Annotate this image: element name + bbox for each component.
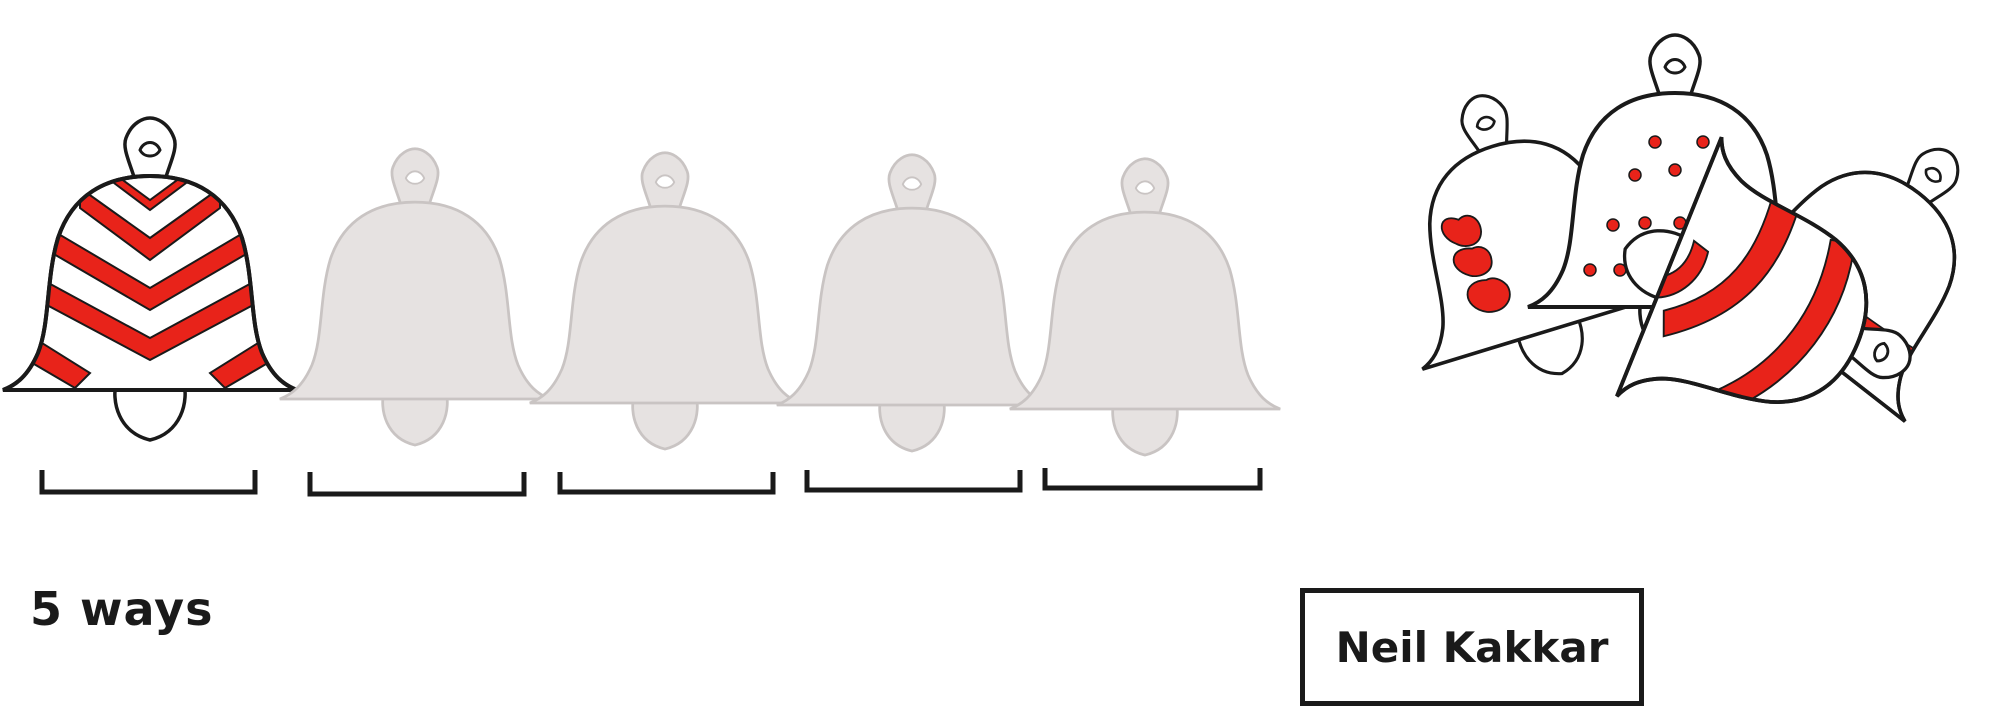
bell-placeholder-4: [775, 153, 1049, 453]
bracket-1: [39, 470, 258, 495]
bracket-2: [307, 472, 527, 497]
bell-placeholder-2: [278, 147, 552, 447]
bell-placeholder-5: [1008, 157, 1282, 457]
caption-five-ways: 5 ways: [30, 582, 214, 636]
bell-hearts: [1364, 88, 1678, 385]
bell-swirl: [1611, 135, 1920, 475]
bell-decorated: [1, 116, 299, 442]
bracket-3: [557, 472, 776, 495]
author-box: Neil Kakkar: [1300, 588, 1644, 706]
bracket-5: [1042, 468, 1263, 491]
bracket-4: [804, 470, 1023, 493]
bell-placeholder-3: [528, 151, 802, 451]
author-name: Neil Kakkar: [1335, 622, 1609, 672]
